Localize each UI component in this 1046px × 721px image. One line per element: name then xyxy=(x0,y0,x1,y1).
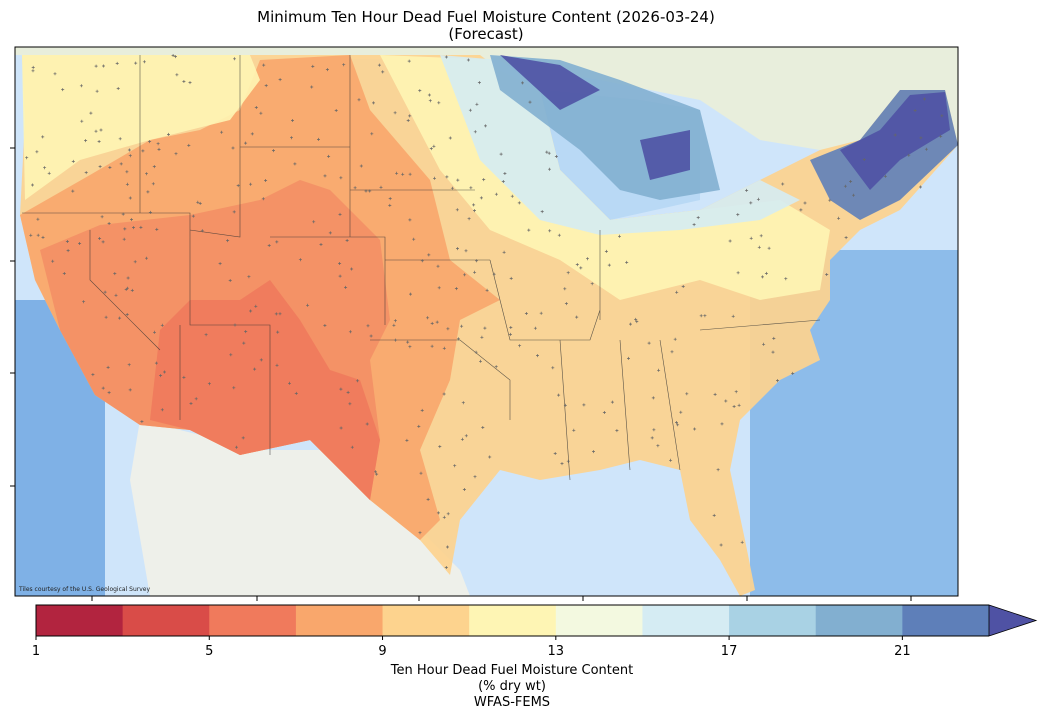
colorbar-segment xyxy=(902,605,990,636)
colorbar-tick-label: 21 xyxy=(894,644,911,659)
map-frame xyxy=(14,46,959,597)
colorbar-label-line1: Ten Hour Dead Fuel Moisture Content xyxy=(390,663,634,678)
colorbar-segment xyxy=(382,605,470,636)
colorbar-tick-label: 13 xyxy=(547,644,565,659)
colorbar-segment xyxy=(642,605,730,636)
title-line1: Minimum Ten Hour Dead Fuel Moisture Cont… xyxy=(257,8,715,26)
axis-ticks xyxy=(10,147,912,601)
colorbar-label-line3: WFAS-FEMS xyxy=(473,695,551,710)
region-23-plus-superior xyxy=(500,55,600,110)
region-11-13-nw xyxy=(22,55,260,200)
colorbar-tick-label: 9 xyxy=(378,644,387,659)
state-borders xyxy=(22,55,821,481)
colorbar-tick-label: 1 xyxy=(31,644,41,659)
colorbar-segment xyxy=(469,605,557,636)
chart-title: Minimum Ten Hour Dead Fuel Moisture Cont… xyxy=(0,9,972,43)
title-line2: (Forecast) xyxy=(448,25,524,43)
colorbar-tick-label: 5 xyxy=(205,644,214,659)
colorbar-tick-label: 17 xyxy=(720,644,738,659)
colorbar-segment xyxy=(815,605,903,636)
colorbar-label-line2: (% dry wt) xyxy=(478,679,546,694)
tile-attribution: Tiles courtesy of the U.S. Geological Su… xyxy=(19,586,151,593)
colorbar xyxy=(35,604,1038,640)
region-23-plus-michigan xyxy=(640,130,690,180)
region-23-plus-ne xyxy=(840,92,950,190)
colorbar-segment xyxy=(209,605,297,636)
colorbar-frame xyxy=(35,604,989,637)
mexico-land xyxy=(130,420,470,596)
colorbar-segment xyxy=(295,605,384,636)
colorbar-segment xyxy=(36,605,124,636)
colorbar-segment xyxy=(729,605,817,636)
colorbar-segment xyxy=(122,605,210,636)
weather-station-markers xyxy=(25,54,944,569)
canada-land xyxy=(15,47,958,160)
colorbar-extend-arrow xyxy=(988,604,1038,637)
colorbar-label: Ten Hour Dead Fuel Moisture Content (% d… xyxy=(0,663,1024,711)
colorbar-segment xyxy=(555,605,643,636)
